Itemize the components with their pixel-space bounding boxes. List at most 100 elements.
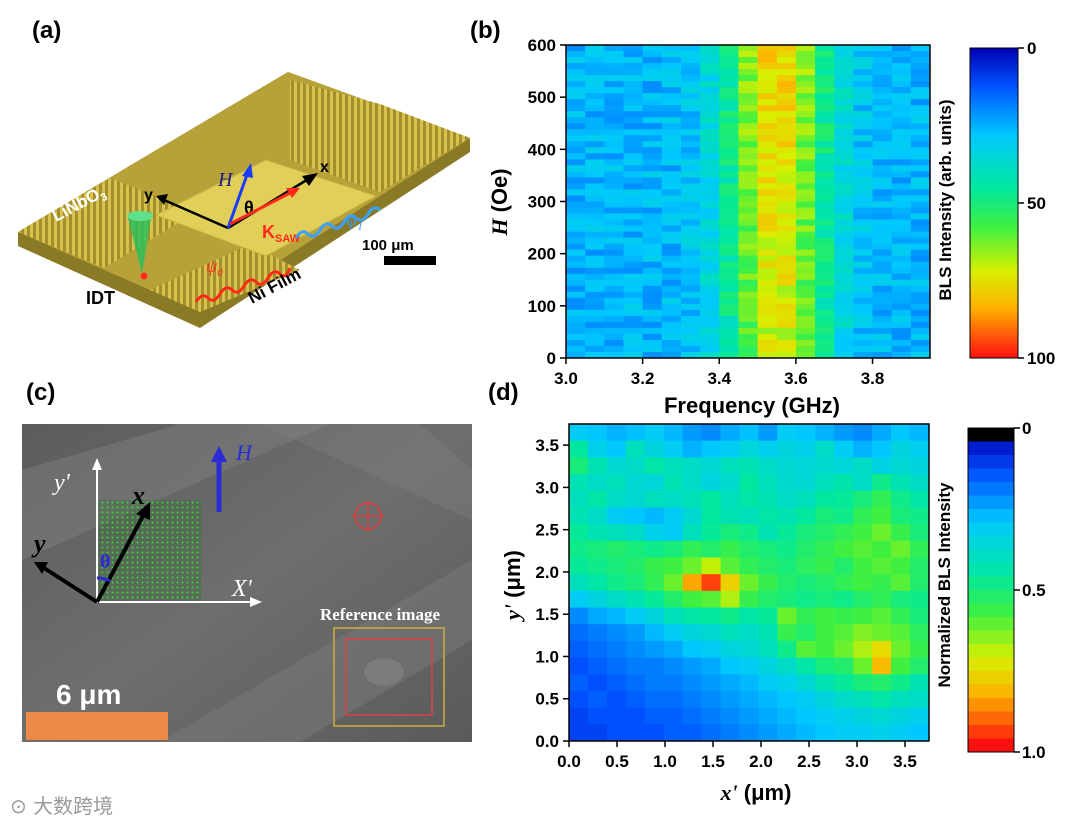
heatmap-d-cell [625,690,646,709]
heatmap-b-cell [872,99,893,106]
heatmap-b-cell [795,261,816,269]
heatmap-d-cell [720,674,740,692]
heatmap-b-cell [566,93,586,100]
heatmap-b-cell [795,255,816,263]
heatmap-b-cell [604,345,624,353]
heatmap-b-cell [566,189,586,196]
heatmap-b-cell [738,153,758,160]
heatmap-b-cell [891,219,912,226]
heatmap-b-cell [872,213,893,220]
heatmap-b-cell [872,183,893,190]
heatmap-b-cell [872,63,893,70]
heatmap-b-cell [834,255,854,263]
plot-b-ytick-label: 200 [528,245,556,264]
heatmap-b-cell [661,183,682,190]
heatmap-b-cell [815,45,835,52]
heatmap-b-cell [623,117,644,124]
heatmap-b-cell [642,57,663,64]
heatmap-d-cell [739,674,759,692]
colorbar-d-step [968,711,1014,726]
heatmap-b-cell [585,351,605,359]
device-illustration: x y H θ KSAW ψ0 ψ1 LiNbO3 IDT Ni Film 10… [18,72,470,328]
heatmap-d-cell [872,624,892,642]
heatmap-b-cell [853,339,873,347]
heatmap-b-cell [738,303,758,311]
theta-arc [96,576,111,583]
heatmap-b-cell [872,315,893,323]
heatmap-b-cell [738,255,758,263]
heatmap-b-cell [700,297,720,305]
heatmap-d-cell [587,507,608,525]
heatmap-b-cell [776,123,797,130]
heatmap-b-cell [700,213,720,220]
heatmap-b-cell [680,189,701,196]
heatmap-b-cell [585,249,605,257]
heatmap-b-cell [853,333,873,341]
heatmap-b-cell [642,339,663,347]
heatmap-b-cell [795,105,816,112]
heatmap-d-cell [796,457,816,475]
heatmap-b-cell [661,99,682,106]
heatmap-d-cell [777,424,797,442]
heatmap-b-cell [585,159,605,166]
heatmap-d-cell [891,607,911,625]
heatmap-b-cell [738,243,758,251]
heatmap-b-cell [834,75,854,82]
heatmap-b-cell [680,207,701,214]
heatmap-b-cell [604,231,624,239]
heatmap-d-cell [701,574,721,592]
heatmap-b-cell [815,321,835,329]
heatmap-b-cell [910,189,931,196]
heatmap-b-cell [738,45,758,52]
heatmap-b-cell [910,93,931,100]
heatmap-d-cell [569,424,589,442]
heatmap-b-cell [738,147,758,154]
heatmap-d-cell [682,607,703,625]
idt-bottom-electrodes [150,244,300,312]
heatmap-b-cell [853,129,873,136]
heatmap-b-cell [872,189,893,196]
heatmap-b-cell [815,237,835,245]
heatmap-d-cell [682,674,703,692]
heatmap-d-cell [701,690,721,709]
heatmap-b-cell [853,303,873,311]
heatmap-d-cell [777,707,797,725]
heatmap-b-cell [680,153,701,160]
heatmap-d-cell [606,424,627,442]
heatmap-d-cell [834,490,854,508]
heatmap-b-cell [738,333,758,341]
heatmap-b-cell [872,93,893,100]
heatmap-d-cell [644,640,665,658]
heatmap-b-cell [738,261,758,269]
heatmap-b-cell [604,189,624,196]
heatmap-b-cell [815,93,835,100]
heatmap-b-cell [891,57,912,64]
heatmap-b-cell [566,123,586,130]
heatmap-b-cell [585,45,605,52]
heatmap-b-cell [815,315,835,323]
heatmap-b-cell [872,87,893,94]
heatmap-b-cell [757,135,778,142]
heatmap-b-cell [891,345,912,353]
heatmap-b-cell [834,243,854,251]
heatmap-d-cell [891,640,911,658]
heatmap-b-cell [853,327,873,335]
heatmap-d-cell [796,640,816,658]
heatmap-d-cell [872,424,892,442]
heatmap-b-cell [604,171,624,178]
heatmap-b-cell [853,111,873,118]
heatmap-b-cell [910,267,931,275]
heatmap-b-cell [891,237,912,245]
heatmap-b-cell [661,309,682,317]
heatmap-b-cell [776,261,797,269]
heatmap-b-cell [853,87,873,94]
heatmap-b-cell [642,243,663,251]
heatmap-b-cell [738,189,758,196]
heatmap-b-cell [738,291,758,299]
heatmap-d-cell [625,657,646,675]
heatmap-d-cell [834,574,854,592]
heatmap-b-cell [872,279,893,287]
heatmap-b-cell [815,225,835,232]
heatmap-d-cell [644,540,665,558]
heatmap-b-cell [680,81,701,88]
